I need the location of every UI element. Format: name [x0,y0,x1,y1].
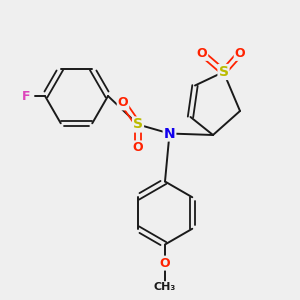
Text: O: O [133,141,143,154]
Text: O: O [118,96,128,110]
Text: F: F [22,89,31,103]
Text: CH₃: CH₃ [154,282,176,292]
Text: O: O [196,47,207,60]
Text: O: O [235,47,245,60]
Text: O: O [160,256,170,270]
Text: N: N [164,127,175,140]
Text: S: S [218,65,229,79]
Text: S: S [133,118,143,131]
